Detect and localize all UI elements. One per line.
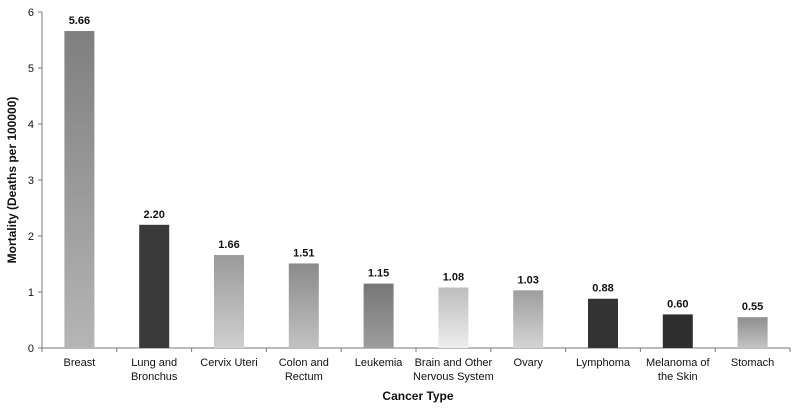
data-label: 0.55 bbox=[742, 301, 763, 313]
y-tick-label: 4 bbox=[28, 119, 34, 131]
bar bbox=[513, 290, 544, 348]
category-label-line: Bronchus bbox=[131, 371, 178, 383]
data-label: 0.88 bbox=[592, 283, 613, 295]
bar bbox=[588, 298, 618, 348]
data-label: 1.15 bbox=[368, 268, 389, 280]
category-label: Cervix Uteri bbox=[200, 357, 257, 369]
category-label-line: Lung and bbox=[131, 357, 177, 369]
category-label-line: Breast bbox=[64, 357, 96, 369]
y-tick-label: 6 bbox=[28, 7, 34, 19]
bar bbox=[438, 287, 469, 348]
category-label-line: Melanoma of bbox=[646, 357, 711, 369]
category-label: Lung and Bronchus bbox=[131, 357, 178, 383]
x-axis bbox=[41, 347, 791, 352]
bar bbox=[363, 283, 394, 348]
category-labels: Breast Lung and Bronchus Cervix Uteri Colon … bbox=[64, 357, 775, 383]
category-label-line: Colon and bbox=[279, 357, 329, 369]
bar bbox=[139, 224, 170, 348]
data-labels: 5.66 2.20 1.66 1.51 1.15 1.08 1.03 0.88 0.60 0.55 bbox=[69, 15, 764, 313]
y-tick-label: 5 bbox=[28, 63, 34, 75]
data-label: 1.66 bbox=[218, 239, 239, 251]
category-label-line: Lymphoma bbox=[576, 357, 631, 369]
category-label: Breast bbox=[64, 357, 96, 369]
bar bbox=[288, 263, 319, 348]
category-label-line: Leukemia bbox=[355, 357, 404, 369]
bar bbox=[214, 255, 244, 348]
bars bbox=[64, 31, 768, 348]
bar bbox=[662, 314, 693, 348]
y-tick-label: 3 bbox=[28, 175, 34, 187]
category-label: Ovary bbox=[514, 357, 544, 369]
y-tick-label: 1 bbox=[28, 287, 34, 299]
category-label-line: Cervix Uteri bbox=[200, 357, 257, 369]
data-label: 1.03 bbox=[517, 274, 538, 286]
bar bbox=[737, 317, 768, 348]
y-axis-title: Mortality (Deaths per 100000) bbox=[5, 97, 19, 264]
y-tick-label: 2 bbox=[28, 231, 34, 243]
category-label-line: Stomach bbox=[731, 357, 774, 369]
category-label-line: Brain and Other bbox=[415, 357, 493, 369]
data-label: 0.60 bbox=[667, 298, 688, 310]
category-label-line: the Skin bbox=[658, 371, 698, 383]
bar bbox=[64, 31, 95, 348]
category-label-line: Rectum bbox=[285, 371, 323, 383]
category-label-line: Nervous System bbox=[413, 371, 494, 383]
x-axis-title: Cancer Type bbox=[382, 389, 453, 403]
data-label: 1.51 bbox=[293, 247, 314, 259]
y-tick-label: 0 bbox=[28, 343, 34, 355]
data-label: 2.20 bbox=[143, 209, 164, 221]
data-label: 1.08 bbox=[443, 272, 464, 284]
category-label: Stomach bbox=[731, 357, 774, 369]
data-label: 5.66 bbox=[69, 15, 90, 27]
category-label: Brain and Other Nervous System bbox=[413, 357, 494, 383]
category-label: Colon and Rectum bbox=[279, 357, 329, 383]
category-label: Leukemia bbox=[355, 357, 404, 369]
y-axis: 0 1 2 3 4 5 6 bbox=[28, 7, 43, 355]
category-label-line: Ovary bbox=[514, 357, 544, 369]
category-label: Lymphoma bbox=[576, 357, 631, 369]
category-label: Melanoma of the Skin bbox=[646, 357, 711, 383]
